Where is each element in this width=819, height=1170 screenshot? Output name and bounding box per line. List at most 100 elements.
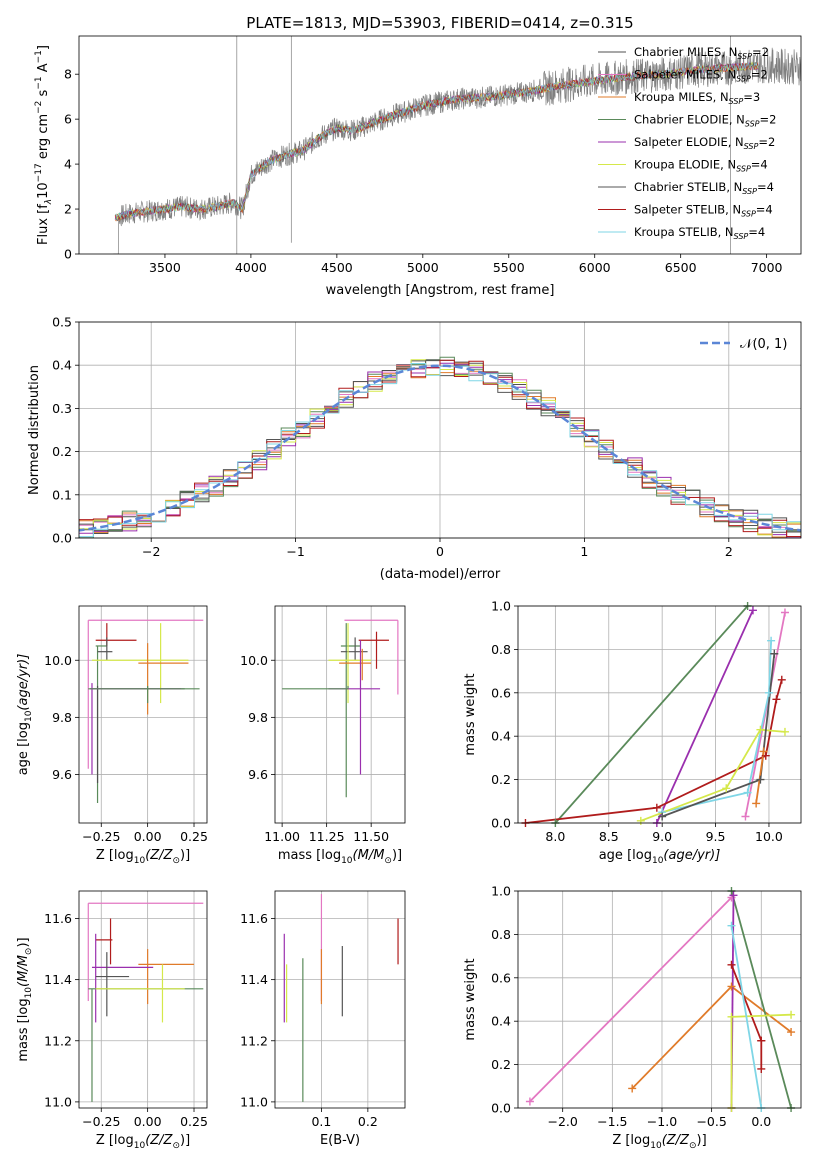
- axes-frame: [517, 605, 802, 824]
- axes-frame: [78, 321, 802, 539]
- text-span: Z [log: [96, 848, 134, 863]
- x-tick-label: 10.0: [755, 829, 783, 844]
- y-tick-label: 0.8: [491, 642, 511, 657]
- data-point-marker: [757, 1036, 766, 1045]
- text-span: age [log: [599, 848, 652, 863]
- y-tick-label: 11.2: [44, 1033, 72, 1048]
- mass-vs-extinction-panel: 0.1 0.2 11.0 11.2 11.4 11.6 E(B-V): [240, 890, 406, 1148]
- data-point-marker: [727, 982, 736, 991]
- residual-histogram-panel: −2 −1 0 1 2 0.0 0.1 0.2 0.3 0.4 0.5 𝒩(0, 1) (data-mo…: [27, 315, 802, 582]
- subscript: SSP: [737, 52, 752, 61]
- label-text: )]: [697, 1133, 707, 1148]
- y-tick-label: 9.6: [248, 767, 268, 782]
- label-text: s: [36, 89, 51, 100]
- text-span: Salpeter STELIB, N: [634, 203, 741, 217]
- subscript: 10: [134, 1141, 146, 1151]
- text-span: age [log: [16, 722, 31, 775]
- data-point-marker: [759, 747, 768, 756]
- y-axis-label: mass weight: [463, 958, 478, 1040]
- data-point-marker: [626, 812, 635, 821]
- label-text: =4: [748, 225, 765, 239]
- x-tick-label: 11.00: [264, 829, 300, 844]
- y-tick-label: 2: [64, 202, 72, 217]
- label-text: (Z/Z: [145, 848, 173, 863]
- text-span: Kroupa STELIB, N: [634, 225, 734, 239]
- y-tick-label: 11.6: [44, 911, 72, 926]
- legend-entry: Chabrier STELIB, NSSP=4: [634, 180, 774, 196]
- subscript: SSP: [736, 75, 751, 84]
- model-spectrum-line: [114, 62, 759, 221]
- label-text: =2: [752, 45, 769, 59]
- subscript: 10: [652, 856, 664, 866]
- y-axis-label: age [log10(age/yr)]: [16, 654, 34, 776]
- label-text: (Z/Z: [662, 1133, 690, 1148]
- legend-entry: Salpeter ELODIE, NSSP=2: [634, 135, 775, 151]
- y-tick-label: 0.0: [491, 816, 511, 831]
- y-tick-label: 11.0: [240, 1094, 268, 1109]
- y-tick-label: 11.4: [44, 972, 72, 987]
- data-point-marker: [729, 891, 738, 900]
- superscript: −17: [34, 163, 44, 182]
- mass-weight-line: [661, 640, 772, 813]
- mass-weight-line: [525, 679, 783, 823]
- axes-frame: [274, 605, 406, 824]
- superscript: −1: [34, 50, 44, 63]
- x-tick-label: −2.0: [548, 1114, 578, 1129]
- label-text: (M/M: [16, 955, 31, 987]
- data-point-marker: [787, 1028, 796, 1037]
- subscript: 10: [24, 987, 34, 999]
- data-point-marker: [756, 775, 765, 784]
- x-axis-label: Z [log10(Z/Z⊙)]: [96, 1133, 190, 1151]
- plot-area: [525, 606, 786, 823]
- legend-entry: Salpeter STELIB, NSSP=4: [634, 203, 773, 219]
- x-axis-label: E(B-V): [320, 1133, 360, 1148]
- axes-frame: [78, 35, 802, 255]
- mass-weight-line: [655, 609, 754, 823]
- y-tick-label: 0.2: [491, 1057, 511, 1072]
- x-tick-label: 0: [436, 544, 444, 559]
- x-tick-label: 8.5: [599, 829, 619, 844]
- data-point-marker: [770, 649, 779, 658]
- x-tick-label: 1: [580, 544, 588, 559]
- y-tick-label: 0.2: [491, 772, 511, 787]
- x-tick-label: 4500: [321, 260, 353, 275]
- mass-weight-line: [730, 891, 792, 1108]
- plot-area: [113, 36, 801, 254]
- x-tick-label: 11.25: [309, 829, 345, 844]
- x-axis-label: age [log10(age/yr)]: [599, 848, 721, 866]
- subscript: ⊙: [384, 856, 392, 866]
- text-span: Z [log: [96, 1133, 134, 1148]
- text-span: Z [log: [612, 1133, 650, 1148]
- axes-frame: [274, 890, 406, 1109]
- y-tick-label: 0: [64, 247, 72, 262]
- subscript: SSP: [734, 232, 749, 241]
- x-tick-label: 0.25: [180, 829, 208, 844]
- data-point-marker: [767, 604, 776, 613]
- x-axis-label: Z [log10(Z/Z⊙)]: [96, 848, 190, 866]
- x-tick-label: 0.2: [358, 1114, 378, 1129]
- text-span: Kroupa MILES, N: [634, 90, 729, 104]
- subscript: 10: [650, 1141, 662, 1151]
- model-spectrum-line: [114, 62, 759, 221]
- figure-title: PLATE=1813, MJD=53903, FIBERID=0414, z=0…: [246, 14, 633, 32]
- x-axis-label: wavelength [Angstrom, rest frame]: [326, 283, 555, 298]
- data-point-marker: [727, 1012, 736, 1021]
- x-tick-label: 4000: [235, 260, 267, 275]
- y-tick-label: 0.3: [52, 401, 72, 416]
- text-span: Salpeter ELODIE, N: [634, 135, 744, 149]
- data-point-marker: [741, 812, 750, 821]
- label-text: 10: [36, 182, 51, 199]
- mass-weight-line: [529, 896, 733, 1103]
- superscript: −2: [34, 101, 44, 114]
- x-axis-label: Z [log10(Z/Z⊙)]: [612, 1133, 706, 1151]
- label-text: =2: [751, 68, 768, 82]
- data-point-marker: [652, 803, 661, 812]
- subscript: ⊙: [689, 1141, 697, 1151]
- legend-entry: Kroupa STELIB, NSSP=4: [634, 225, 765, 241]
- mass-weight-vs-metallicity-panel: −2.0 −1.5 −1.0 −0.5 0.0 0.0 0.2 0.4 0.6 0.8 1.0 Z […: [463, 884, 802, 1151]
- x-tick-label: 9.5: [706, 829, 726, 844]
- x-tick-label: −1.0: [647, 1114, 677, 1129]
- data-point-marker: [727, 921, 736, 930]
- y-tick-label: 0.8: [491, 927, 511, 942]
